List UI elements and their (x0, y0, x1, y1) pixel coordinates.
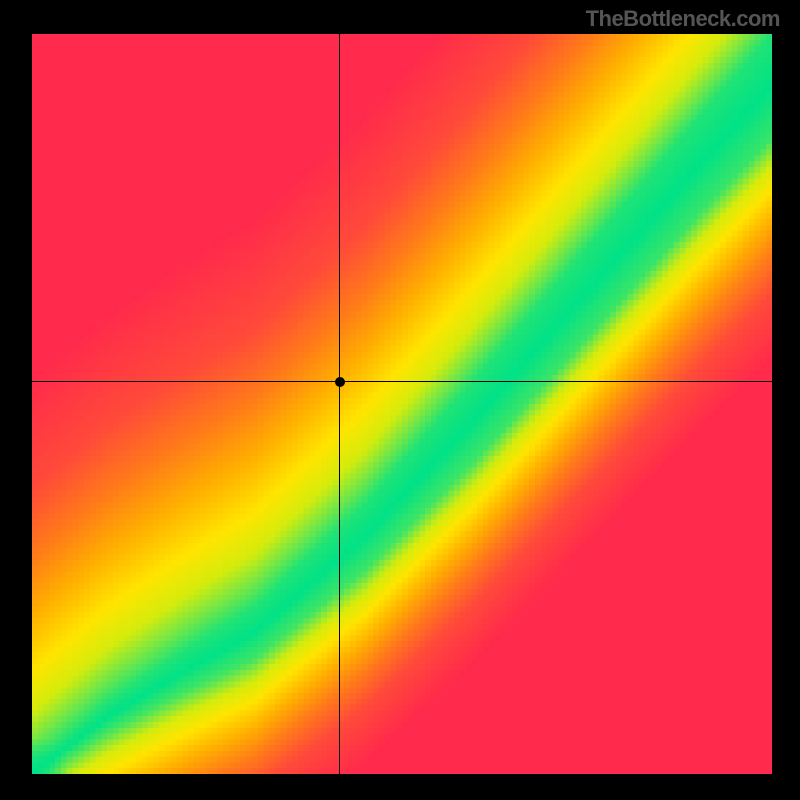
crosshair-vertical (339, 34, 340, 774)
chart-container: TheBottleneck.com (0, 0, 800, 800)
watermark-text: TheBottleneck.com (586, 6, 780, 32)
crosshair-horizontal (32, 381, 772, 382)
crosshair-marker (335, 377, 345, 387)
heatmap-canvas (32, 34, 772, 774)
